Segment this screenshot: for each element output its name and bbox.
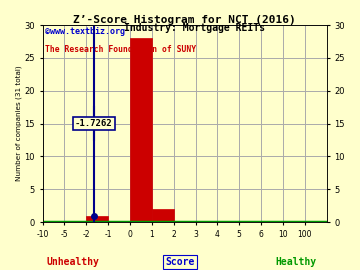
Text: Industry: Mortgage REITs: Industry: Mortgage REITs xyxy=(124,23,265,33)
Text: Score: Score xyxy=(165,257,195,267)
Title: Z’-Score Histogram for NCT (2016): Z’-Score Histogram for NCT (2016) xyxy=(73,15,296,25)
Text: ©www.textbiz.org: ©www.textbiz.org xyxy=(45,27,125,36)
Bar xyxy=(86,215,108,222)
Text: Unhealthy: Unhealthy xyxy=(47,257,100,267)
Y-axis label: Number of companies (31 total): Number of companies (31 total) xyxy=(15,66,22,181)
Bar xyxy=(130,38,152,222)
Bar xyxy=(152,209,174,222)
Text: Healthy: Healthy xyxy=(276,257,317,267)
Text: The Research Foundation of SUNY: The Research Foundation of SUNY xyxy=(45,45,197,54)
Text: -1.7262: -1.7262 xyxy=(75,119,113,128)
